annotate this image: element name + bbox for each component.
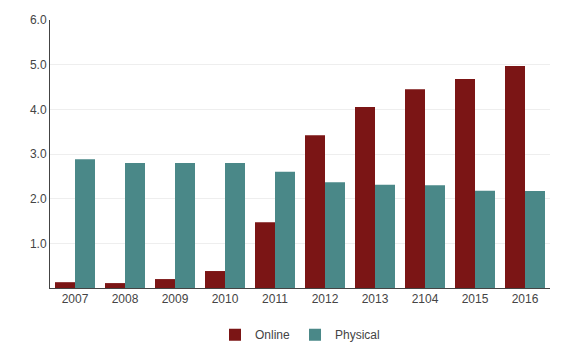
svg-text:2008: 2008: [112, 292, 139, 306]
svg-text:2010: 2010: [212, 292, 239, 306]
svg-text:2007: 2007: [62, 292, 89, 306]
svg-text:2011: 2011: [262, 292, 288, 306]
svg-text:Online: Online: [255, 328, 290, 342]
svg-text:1.0: 1.0: [30, 237, 47, 251]
svg-text:2104: 2104: [412, 292, 439, 306]
svg-text:2012: 2012: [312, 292, 339, 306]
svg-text:3.0: 3.0: [30, 147, 47, 161]
svg-text:2013: 2013: [362, 292, 389, 306]
svg-text:5.0: 5.0: [30, 58, 47, 72]
svg-text:4.0: 4.0: [30, 103, 47, 117]
svg-text:2016: 2016: [512, 292, 539, 306]
svg-text:2015: 2015: [462, 292, 489, 306]
svg-text:2.0: 2.0: [30, 192, 47, 206]
svg-text:6.0: 6.0: [30, 13, 47, 27]
svg-text:2009: 2009: [162, 292, 189, 306]
svg-text:Physical: Physical: [335, 328, 380, 342]
